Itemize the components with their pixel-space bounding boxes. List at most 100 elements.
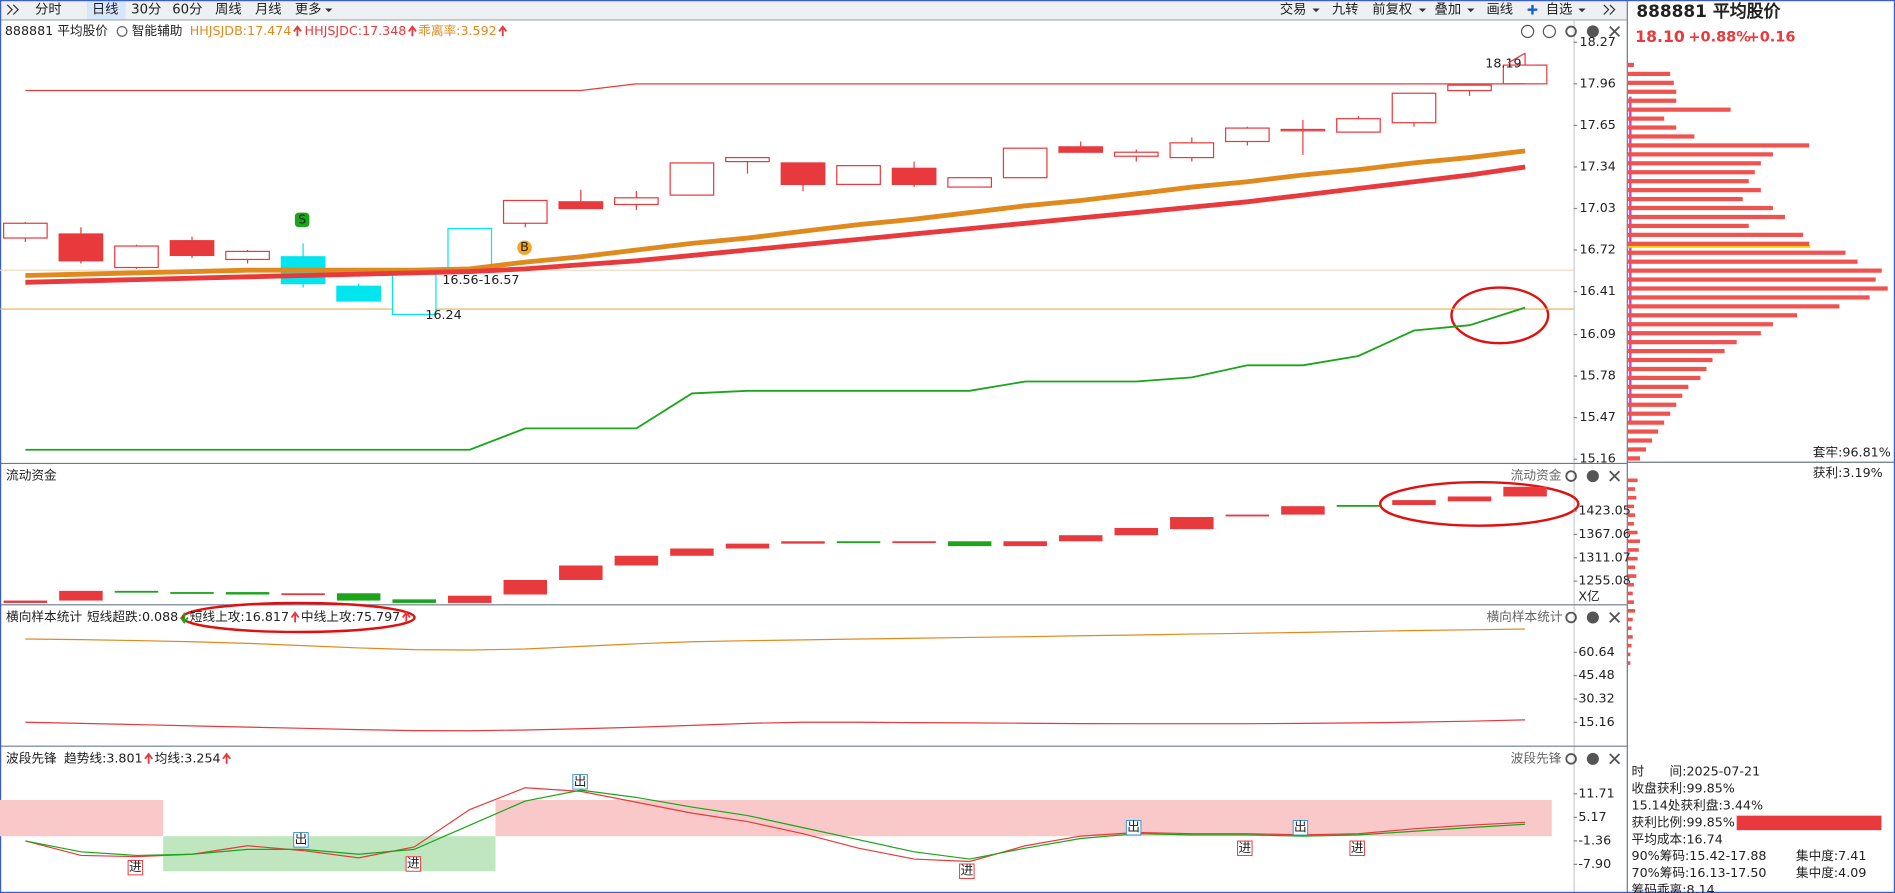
zone [0,799,164,837]
legend-title: 888881 平均股价 [5,23,108,38]
help-icon[interactable] [1586,25,1599,38]
y-tick-label: 17.96 [1580,75,1616,90]
candle-body [1391,92,1437,124]
profit-ratio-bar [1736,815,1882,831]
candle-body [336,285,382,302]
toolbar-button[interactable]: 画线 [1487,2,1514,18]
candle-body [1169,142,1215,159]
chip-bar [1627,241,1810,246]
chip-bar [1627,152,1773,157]
signal: B [520,239,529,254]
toolbar-button[interactable]: 日线 [92,2,119,18]
help-icon[interactable] [1586,470,1599,483]
signal-badge [294,212,310,228]
candle-body [947,177,992,188]
close-icon[interactable] [1609,25,1621,37]
chip-bar [1627,286,1888,291]
toolbar-button[interactable]: 自选 [1546,2,1573,18]
chip-bar [1627,188,1761,193]
candle-body [447,228,493,271]
help-icon[interactable] [1586,611,1599,624]
signal: 出 [1127,819,1140,834]
y-tick-label: 17.03 [1580,200,1616,215]
close-icon[interactable] [1609,470,1621,482]
chip-bar [1627,626,1632,631]
chip-bar [1627,582,1634,587]
candle-body [614,197,659,206]
signal-badge [1125,820,1142,836]
chip-bar [1627,504,1634,509]
candle-body [558,201,604,210]
quote-change: +0.16 [1748,29,1796,45]
plus-icon[interactable] [1527,4,1538,15]
chip-bar [1627,393,1683,398]
toolbar-button[interactable]: 前复权 [1372,1,1412,18]
toolbar-button[interactable]: 周线 [215,2,242,18]
chip-bar [1627,384,1689,389]
chip-concentration: 集中度:7.41 [1796,848,1867,863]
expand-icon[interactable] [6,4,19,15]
flow-bar [59,590,103,601]
chip-bar [1627,205,1773,211]
candle-body [1447,84,1492,92]
chip-bar [1627,313,1798,318]
panel-title: 横向样本统计 [6,609,82,624]
chip-bar [1627,277,1876,282]
legend-item: 短线超跌:0.088 [87,609,178,624]
chip-bar [1627,322,1773,327]
chip-bar [1627,600,1634,604]
toolbar-button[interactable]: 60分 [172,2,202,18]
help-icon[interactable] [1586,752,1599,765]
signal: 进 [960,863,973,878]
toolbar-button[interactable]: 更多 [295,1,322,18]
chip-stat: 收盘获利:99.85% [1632,781,1735,796]
chip-trapped: 套牢:96.81% [1813,445,1891,460]
candle-body [891,167,937,185]
signal-badge [959,863,975,879]
add-icon[interactable] [1520,24,1535,39]
settings-icon[interactable] [1565,611,1577,624]
flow-bar [670,548,714,556]
chip-bar [1627,429,1659,434]
chip-stat: 获利比例:99.85% [1632,814,1735,829]
settings-icon[interactable] [1565,470,1577,482]
close-icon[interactable] [1609,753,1621,765]
flow-bar [614,555,659,566]
toolbar-button[interactable]: 九转 [1332,2,1359,18]
chip-bar [1627,250,1846,255]
y-tick-label: 11.71 [1578,785,1614,800]
settings-icon[interactable] [1565,25,1577,38]
arrow-icon [179,612,189,624]
toolbar-button[interactable]: 分时 [35,2,62,18]
expand-icon[interactable] [1603,4,1616,15]
signal: 进 [407,855,420,870]
y-tick-label: 18.27 [1580,34,1616,49]
settings-icon[interactable] [1565,753,1577,765]
candle-body [1336,118,1381,133]
chip-bar [1627,456,1640,461]
flow-bar [1225,514,1270,517]
candle-body [3,222,48,239]
close-icon[interactable] [1609,612,1621,623]
y-tick-label: 16.41 [1580,283,1616,298]
chip-bar [1627,591,1633,596]
minus-icon[interactable] [1542,24,1557,39]
chip-bar [1627,214,1786,220]
signal: 进 [1238,840,1251,855]
panel-title: 流动资金 [6,468,57,483]
price-annotation: 18.19 [1485,56,1521,71]
toolbar-button[interactable]: 叠加 [1435,2,1462,18]
legend-item[interactable]: 智能辅助 [132,23,183,38]
chip-bar [1627,478,1638,483]
assist-icon[interactable] [116,25,128,37]
toolbar-button[interactable]: 30分 [131,2,161,18]
arrow-icon [290,611,300,623]
toolbar-button[interactable]: 交易 [1280,1,1307,18]
y-tick-label: -1.36 [1578,832,1611,847]
chip-bar [1627,652,1631,657]
toolbar-button[interactable]: 月线 [255,2,282,18]
chip-bar [1627,107,1731,112]
chip-bar [1627,268,1882,273]
candle-body [114,245,159,269]
